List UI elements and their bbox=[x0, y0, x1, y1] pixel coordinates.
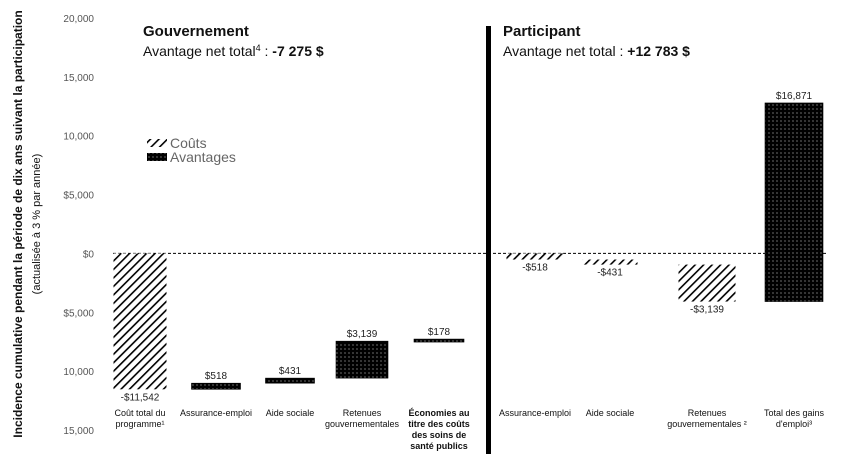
data-label: -$11,542 bbox=[121, 392, 160, 403]
y-tick-label: 20,000 bbox=[63, 14, 94, 25]
y-tick-label: 15,000 bbox=[63, 426, 94, 437]
y-axis-title: Incidence cumulative pendant la période … bbox=[11, 10, 43, 437]
bar-cost bbox=[113, 253, 167, 390]
data-label: $518 bbox=[205, 371, 228, 382]
bar-cost bbox=[506, 253, 564, 260]
category-label: Aide sociale bbox=[266, 408, 315, 418]
y-tick-label: $5,000 bbox=[63, 308, 94, 319]
data-label: -$431 bbox=[597, 268, 623, 279]
category-label: Assurance-emploi bbox=[180, 408, 252, 418]
panel-0: Gouvernement Avantage net total4 : -7 275… bbox=[113, 23, 470, 451]
legend-label-benefit: Avantages bbox=[170, 149, 236, 165]
bar-cost bbox=[582, 259, 638, 265]
panel-subtitle: Avantage net total4 : -7 275 $ bbox=[143, 43, 324, 59]
legend-swatch-benefit bbox=[147, 153, 167, 161]
data-label: -$518 bbox=[522, 263, 548, 274]
category-label: Assurance-emploi bbox=[499, 408, 571, 418]
legend-label-cost: Coûts bbox=[170, 135, 207, 151]
bar-benefit bbox=[265, 377, 315, 384]
bar-benefit bbox=[335, 340, 389, 379]
y-tick-label: $5,000 bbox=[63, 191, 94, 202]
y-axis-ticks: 20,000 15,000 10,000 $5,000 $0 $5,000 10,000 15… bbox=[63, 14, 94, 437]
category-label: programme¹ bbox=[115, 419, 164, 429]
data-label: $178 bbox=[428, 327, 451, 338]
panel-subtitle: Avantage net total : +12 783 $ bbox=[503, 43, 690, 59]
bar-benefit bbox=[413, 338, 465, 343]
y-tick-label: 10,000 bbox=[63, 367, 94, 378]
data-label: $3,139 bbox=[347, 329, 378, 340]
panel-divider bbox=[486, 26, 491, 454]
panel-title: Gouvernement bbox=[143, 23, 249, 40]
panel-title: Participant bbox=[503, 23, 581, 40]
category-label: titre des coûts bbox=[408, 419, 470, 429]
panel-1: Participant Avantage net total : +12 783 … bbox=[499, 23, 825, 429]
bar-benefit bbox=[191, 382, 241, 390]
category-label: des soins de bbox=[412, 430, 467, 440]
y-tick-label: 10,000 bbox=[63, 132, 94, 143]
category-label: d'emploi³ bbox=[776, 419, 812, 429]
bar-cost bbox=[678, 264, 736, 302]
data-label: -$3,139 bbox=[690, 305, 724, 316]
data-label: $16,871 bbox=[776, 91, 813, 102]
data-label: $431 bbox=[279, 366, 302, 377]
category-label: Total des gains bbox=[764, 408, 825, 418]
legend-swatch-cost bbox=[147, 139, 167, 147]
y-tick-label: $0 bbox=[83, 249, 95, 260]
category-label: Coût total du bbox=[114, 408, 165, 418]
category-label: gouvernementales bbox=[325, 419, 400, 429]
panels: Gouvernement Avantage net total4 : -7 275… bbox=[113, 23, 825, 451]
category-label: Aide sociale bbox=[586, 408, 635, 418]
bar-benefit bbox=[764, 102, 824, 302]
category-label: Économies au bbox=[408, 408, 469, 418]
category-label: santé publics bbox=[410, 441, 468, 451]
category-label: gouvernementales ² bbox=[667, 419, 747, 429]
category-label: Retenues bbox=[343, 408, 382, 418]
category-label: Retenues bbox=[688, 408, 727, 418]
y-axis-sublabel: (actualisée à 3 % par année) bbox=[31, 154, 43, 295]
y-axis-label: Incidence cumulative pendant la période … bbox=[11, 10, 25, 437]
y-tick-label: 15,000 bbox=[63, 73, 94, 84]
